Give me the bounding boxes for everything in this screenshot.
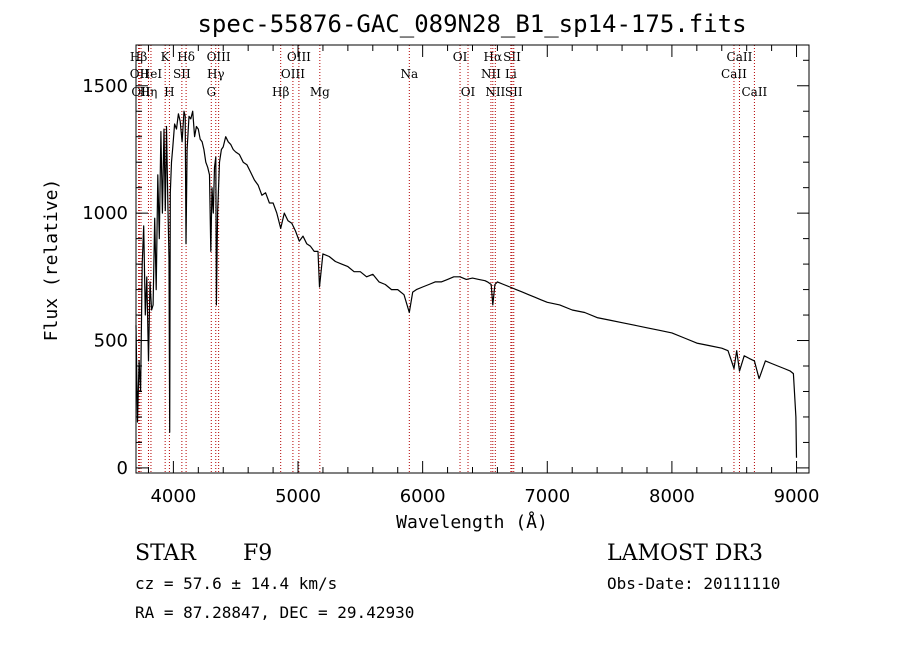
spectral-line-label: G	[206, 85, 216, 99]
spectral-line-label: Mg	[310, 85, 330, 99]
spectral-line-label: NII	[485, 85, 505, 99]
spectrum-line	[135, 110, 798, 458]
spectral-line-label: Li	[505, 67, 517, 81]
spectral-line-label: H	[164, 85, 174, 99]
spectral-line-label: OIII	[207, 50, 231, 64]
x-tick-label: 7000	[524, 486, 570, 507]
spectral-line-label: K	[161, 50, 171, 64]
spectral-line-label: Hβ	[130, 50, 147, 64]
redshift-velocity: cz = 57.6 ± 14.4 km/s	[135, 574, 337, 593]
spectral-line-label: Hβ	[272, 85, 289, 99]
x-axis-label: Wavelength (Å)	[396, 511, 548, 533]
object-class: STAR	[135, 541, 197, 566]
y-tick-label: 1000	[82, 203, 128, 224]
y-axis-label: Flux (relative)	[41, 179, 62, 342]
sky-coordinates: RA = 87.28847, DEC = 29.42930	[135, 603, 414, 622]
spectral-line-label: NII	[481, 67, 501, 81]
spectral-line-label: OIII	[287, 50, 311, 64]
chart-title: spec-55876-GAC_089N28_B1_sp14-175.fits	[197, 10, 746, 38]
spectral-line-label: CaII	[721, 67, 747, 81]
x-tick-label: 9000	[774, 486, 820, 507]
object-subclass: F9	[243, 541, 272, 566]
spectral-line-label: CaII	[727, 50, 753, 64]
spectral-line-label: OI	[461, 85, 476, 99]
y-tick-label: 0	[117, 458, 128, 479]
x-tick-label: 6000	[400, 486, 446, 507]
y-tick-label: 1500	[82, 76, 128, 97]
spectral-line-label: SII	[173, 67, 191, 81]
spectral-line-label: OIII	[281, 67, 305, 81]
spectral-line-label: CaII	[741, 85, 767, 99]
spectral-line-label: Hδ	[177, 50, 195, 64]
survey-name: LAMOST DR3	[607, 541, 763, 566]
x-tick-label: 8000	[649, 486, 695, 507]
spectral-line-label: OII	[130, 67, 150, 81]
spectral-line-label: SII	[505, 85, 523, 99]
spectral-line-label: OI	[453, 50, 468, 64]
spectral-line-label: Hγ	[207, 67, 225, 81]
x-tick-label: 4000	[150, 486, 196, 507]
spectral-line-label: SII	[503, 50, 521, 64]
x-tick-label: 5000	[275, 486, 321, 507]
spectral-line-label: Na	[400, 67, 418, 81]
spectral-line-label: Hα	[484, 50, 503, 64]
plot-frame	[135, 44, 810, 474]
spectral-line-label: HeI	[140, 67, 163, 81]
observation-date: Obs-Date: 20111110	[607, 574, 780, 593]
y-tick-label: 500	[94, 331, 128, 352]
spectral-line-label: Hη	[140, 85, 158, 99]
